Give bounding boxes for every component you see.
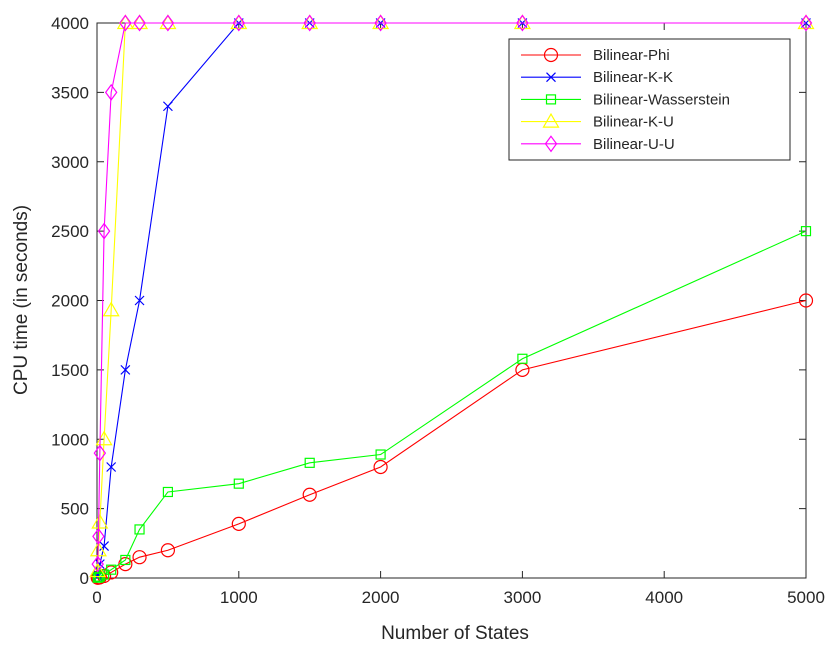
marker-diamond <box>91 555 104 573</box>
y-axis-label: CPU time (in seconds) <box>11 205 32 395</box>
y-tick-label: 1500 <box>51 361 89 380</box>
legend-label: Bilinear-Wasserstein <box>593 91 730 108</box>
marker-diamond <box>799 14 813 32</box>
marker-triangle <box>91 513 109 529</box>
legend: Bilinear-Phi Bilinear-K-K Bilinear-Wassers… <box>508 38 791 161</box>
marker-circle <box>231 516 246 531</box>
marker-square <box>375 449 386 460</box>
y-tick-label: 2500 <box>51 222 89 241</box>
marker-x <box>546 72 556 83</box>
legend-label: Bilinear-K-U <box>593 114 674 131</box>
series-line <box>97 22 806 565</box>
marker-diamond <box>303 14 316 32</box>
marker-triangle <box>542 112 560 128</box>
marker-diamond <box>93 444 107 462</box>
marker-triangle <box>230 14 248 30</box>
marker-x <box>134 295 145 306</box>
marker-square <box>162 486 173 498</box>
y-tick-label: 0 <box>80 569 89 588</box>
y-tick-label: 3500 <box>51 83 89 102</box>
y-tick-label: 2000 <box>51 292 89 311</box>
marker-square <box>304 457 315 468</box>
marker-diamond <box>374 14 387 32</box>
marker-triangle <box>116 14 134 30</box>
marker-square <box>134 524 145 535</box>
series-line <box>97 299 807 579</box>
axes: 0 1000 2000 3000 4000 5000 0 500 1000 1500 2000 250… <box>51 14 825 607</box>
marker-diamond <box>232 14 246 32</box>
marker-diamond <box>516 14 529 32</box>
legend-label: Bilinear-Phi <box>593 47 670 64</box>
marker-diamond <box>133 14 146 32</box>
marker-square <box>106 564 117 575</box>
legend-entry: Bilinear-K-K <box>521 69 673 86</box>
y-tick-label: 1000 <box>51 430 89 449</box>
y-tick-label: 4000 <box>51 14 89 33</box>
series-bilinear-wasserstein <box>92 226 812 583</box>
marker-triangle <box>89 562 107 578</box>
marker-diamond <box>92 527 105 545</box>
marker-square <box>545 94 557 105</box>
x-tick-label: 0 <box>92 588 101 607</box>
legend-entry: Bilinear-Phi <box>521 47 670 64</box>
y-tick-label: 500 <box>61 500 89 519</box>
marker-square <box>517 353 528 364</box>
marker-square <box>233 478 244 489</box>
marker-x <box>99 541 110 552</box>
marker-circle <box>302 487 317 502</box>
marker-triangle <box>372 14 390 30</box>
series-bilinear-u-u <box>91 14 813 573</box>
series-bilinear-phi <box>90 293 814 585</box>
series-lines <box>89 14 815 585</box>
marker-triangle <box>301 14 319 30</box>
marker-x <box>94 559 105 570</box>
marker-diamond <box>161 14 175 32</box>
marker-circle <box>132 550 147 565</box>
marker-triangle <box>131 14 149 30</box>
marker-diamond <box>104 83 118 101</box>
marker-square <box>93 572 104 583</box>
x-tick-label: 3000 <box>503 588 541 607</box>
marker-diamond <box>544 135 558 153</box>
x-tick-label: 4000 <box>645 588 683 607</box>
marker-circle <box>798 293 814 308</box>
legend-entry: Bilinear-Wasserstein <box>521 91 730 108</box>
marker-x <box>106 462 117 472</box>
legend-label: Bilinear-U-U <box>593 136 675 153</box>
marker-triangle <box>102 301 120 317</box>
series-line <box>97 230 807 579</box>
x-axis-label: Number of States <box>381 623 529 644</box>
marker-triangle <box>797 14 815 30</box>
legend-entry: Bilinear-K-U <box>521 112 674 131</box>
marker-triangle <box>159 14 177 30</box>
x-tick-label: 5000 <box>787 588 825 607</box>
legend-entry: Bilinear-U-U <box>521 135 675 153</box>
marker-triangle <box>513 14 531 30</box>
marker-diamond <box>97 222 111 240</box>
y-tick-label: 3000 <box>51 153 89 172</box>
legend-label: Bilinear-K-K <box>593 69 673 86</box>
marker-circle <box>543 47 559 63</box>
marker-x <box>120 364 131 375</box>
x-tick-label: 1000 <box>220 588 258 607</box>
marker-square <box>800 226 812 237</box>
x-tick-label: 2000 <box>362 588 400 607</box>
marker-diamond <box>119 14 132 32</box>
marker-square <box>120 554 131 566</box>
marker-circle <box>373 459 388 475</box>
marker-x <box>162 101 173 112</box>
marker-circle <box>160 543 175 558</box>
